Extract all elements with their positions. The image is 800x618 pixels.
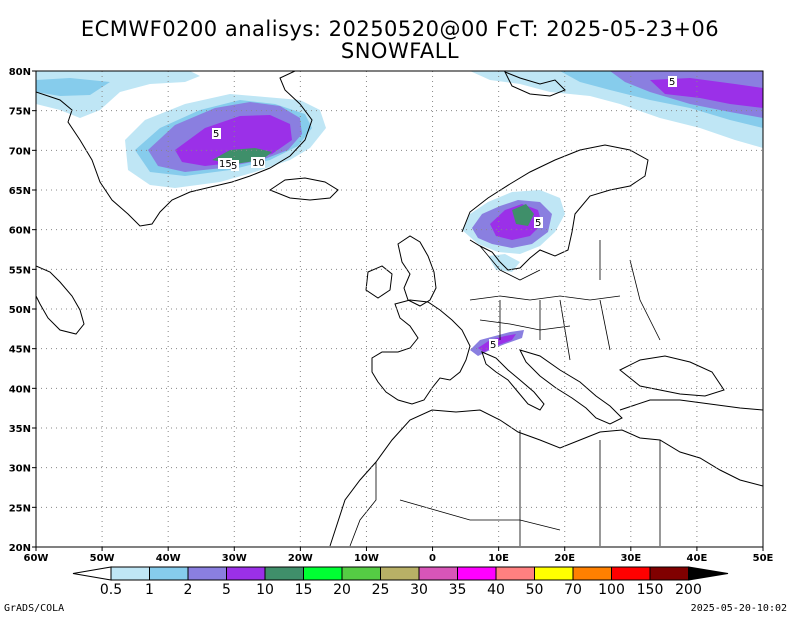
lat-label: 25N <box>9 503 31 514</box>
lon-label: 10W <box>354 553 379 564</box>
colorbar-segment <box>495 566 535 581</box>
lat-label: 55N <box>9 265 31 276</box>
coastline-balkans <box>519 349 623 425</box>
lat-label: 65N <box>9 186 31 197</box>
contour-label: 5 <box>231 161 237 172</box>
snowfall-fields <box>36 71 763 356</box>
coastline-anatolia <box>619 399 763 411</box>
colorbar-segment <box>341 566 381 581</box>
contour-label: 5 <box>490 340 496 351</box>
chart-subtitle: SNOWFALL <box>340 39 460 63</box>
coastline-ireland <box>365 265 393 299</box>
colorbar-segment <box>380 566 420 581</box>
colorbar-label: 200 <box>675 582 702 598</box>
coastline-svalbard <box>503 71 566 97</box>
colorbar-segment <box>418 566 458 581</box>
colorbar-label: 1 <box>145 582 154 598</box>
lon-label: 50E <box>753 553 774 564</box>
lat-label: 45N <box>9 345 31 356</box>
lon-label: 30E <box>620 553 641 564</box>
lat-label: 70N <box>9 146 31 157</box>
colorbar-segment <box>72 566 112 581</box>
colorbar-segment <box>534 566 574 581</box>
lon-label: 20W <box>288 553 313 564</box>
colorbar-label: 150 <box>637 582 664 598</box>
lat-label: 80N <box>9 67 31 78</box>
colorbar-segment <box>226 566 266 581</box>
colorbar-label: 30 <box>410 582 428 598</box>
snow-field-light-blue <box>488 254 520 272</box>
coastline-greenland <box>36 71 313 227</box>
lat-label: 75N <box>9 107 31 118</box>
country-borders <box>349 240 661 547</box>
colorbar: 0.5 1 2 5 10 15 20 25 30 35 40 50 70 100 150 200 <box>72 566 729 598</box>
contour-label: 10 <box>252 158 265 169</box>
colorbar-label: 70 <box>564 582 582 598</box>
map-grid <box>36 71 763 547</box>
coastline-north-africa <box>329 409 763 547</box>
lon-label: 30W <box>222 553 247 564</box>
lat-label: 35N <box>9 424 31 435</box>
lat-label: 20N <box>9 543 31 554</box>
lon-label: 50W <box>90 553 115 564</box>
lon-label: 40E <box>687 553 708 564</box>
lon-label: 20E <box>554 553 575 564</box>
colorbar-segment <box>649 566 689 581</box>
colorbar-label: 50 <box>526 582 544 598</box>
lat-label: 60N <box>9 226 31 237</box>
colorbar-segment <box>149 566 189 581</box>
lat-label: 50N <box>9 305 31 316</box>
colorbar-label: 20 <box>333 582 351 598</box>
colorbar-segment <box>688 566 729 581</box>
colorbar-segment <box>110 566 150 581</box>
colorbar-label: 100 <box>598 582 625 598</box>
colorbar-segment <box>611 566 651 581</box>
colorbar-label: 25 <box>372 582 390 598</box>
colorbar-label: 10 <box>256 582 274 598</box>
footer-software: GrADS/COLA <box>4 603 65 614</box>
footer-timestamp: 2025-05-20-10:02 <box>690 603 787 614</box>
colorbar-label: 5 <box>222 582 231 598</box>
lat-label: 30N <box>9 464 31 475</box>
colorbar-label: 2 <box>184 582 193 598</box>
coastline-labrador <box>36 265 85 335</box>
coastline-italy <box>481 351 545 411</box>
contour-labels: 5 5 15 5 10 5 5 <box>212 76 677 351</box>
latitude-labels: 80N 75N 70N 65N 60N 55N 50N 45N 40N 35N 30N 25N 20N <box>9 67 36 554</box>
coastline-britain <box>397 235 437 307</box>
colorbar-segment <box>572 566 612 581</box>
lon-label: 10E <box>488 553 509 564</box>
snow-field-green <box>512 204 534 226</box>
snow-field-purple <box>650 78 763 108</box>
chart-title: ECMWF0200 analisys: 20250520@00 FcT: 202… <box>80 17 720 41</box>
coastlines <box>36 71 763 547</box>
contour-label: 5 <box>669 77 675 88</box>
lon-label: 0 <box>429 553 436 564</box>
contour-label: 5 <box>213 129 219 140</box>
coastline-iceland <box>268 177 339 201</box>
colorbar-segment <box>303 566 343 581</box>
lat-label: 40N <box>9 384 31 395</box>
colorbar-segment <box>457 566 497 581</box>
colorbar-segment <box>187 566 227 581</box>
snow-field-mid-blue <box>36 78 110 96</box>
coastline-europe <box>461 144 649 271</box>
lon-label: 40W <box>156 553 181 564</box>
colorbar-label: 35 <box>449 582 467 598</box>
contour-label: 15 <box>219 159 232 170</box>
coastline-black-sea <box>619 355 725 397</box>
coastline-europe-main <box>371 299 471 405</box>
lon-label: 60W <box>24 553 49 564</box>
colorbar-label: 40 <box>487 582 505 598</box>
colorbar-label: 15 <box>295 582 313 598</box>
contour-label: 5 <box>535 218 541 229</box>
longitude-labels: 60W 50W 40W 30W 20W 10W 0 10E 20E 30E 40E 50E <box>24 547 774 564</box>
colorbar-segment <box>264 566 304 581</box>
colorbar-label: 0.5 <box>100 582 122 598</box>
